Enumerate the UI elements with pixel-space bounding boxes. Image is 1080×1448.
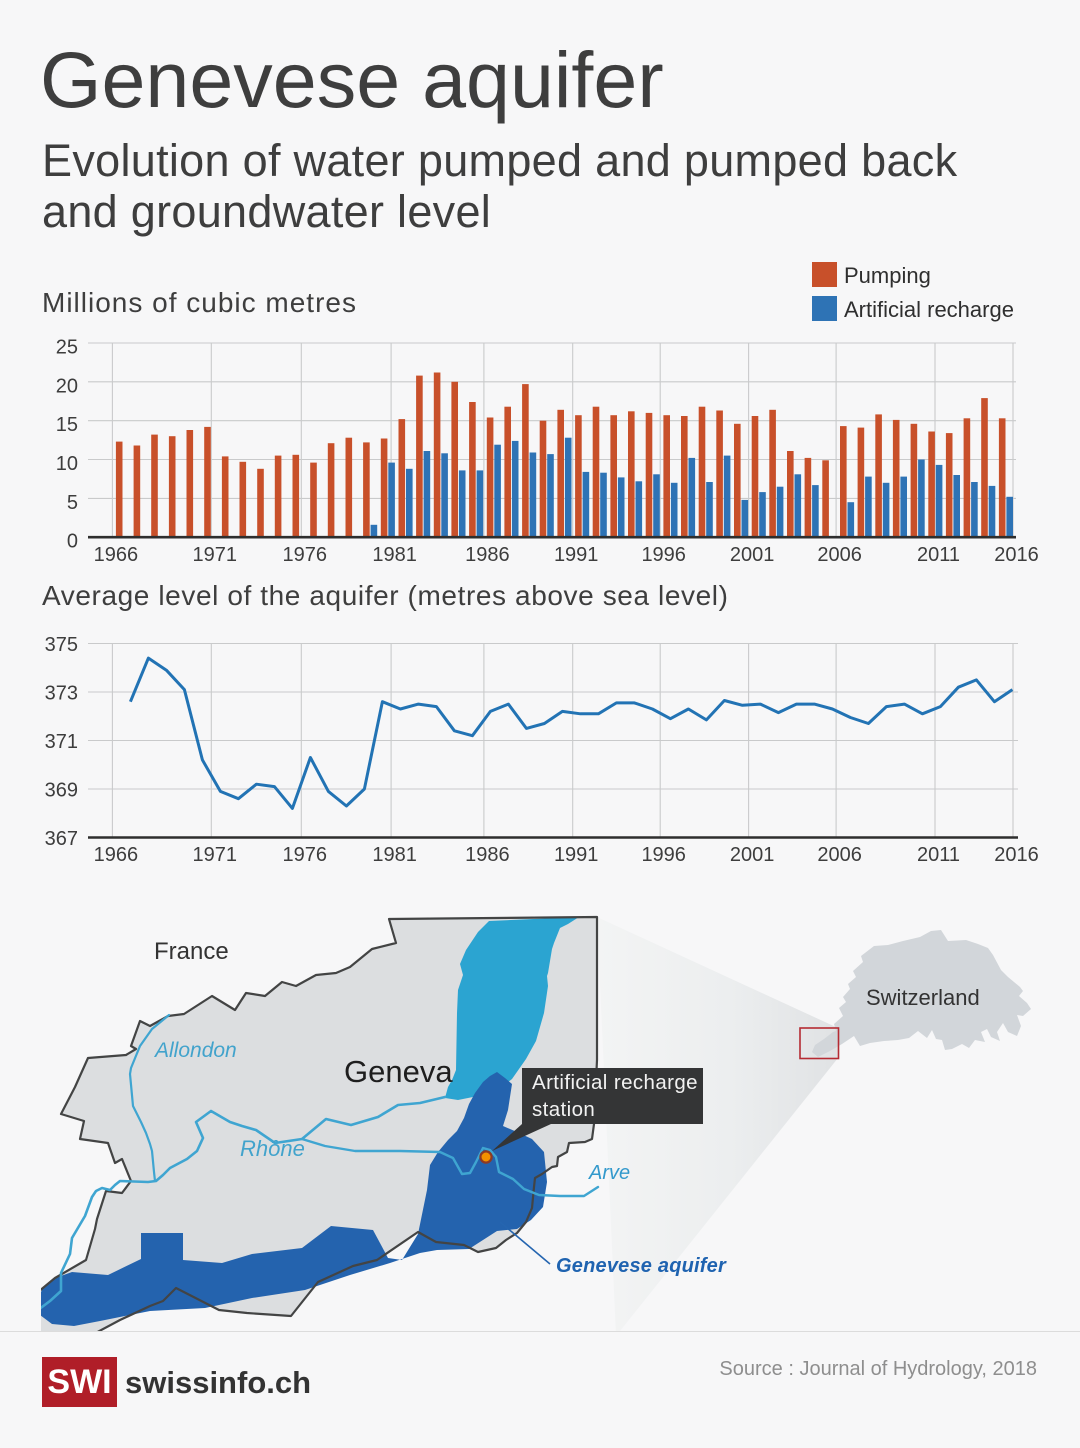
svg-text:2011: 2011 [917, 544, 960, 566]
svg-text:1976: 1976 [283, 544, 328, 566]
svg-text:373: 373 [45, 683, 78, 705]
svg-text:1976: 1976 [283, 844, 328, 866]
svg-text:367: 367 [45, 828, 78, 850]
svg-text:1986: 1986 [465, 844, 510, 866]
svg-text:1971: 1971 [193, 544, 238, 566]
svg-text:2001: 2001 [730, 844, 775, 866]
svg-text:375: 375 [45, 634, 78, 656]
svg-text:1971: 1971 [193, 844, 238, 866]
svg-text:1981: 1981 [372, 844, 417, 866]
svg-text:1996: 1996 [641, 844, 686, 866]
svg-text:1981: 1981 [372, 544, 417, 566]
svg-text:25: 25 [56, 337, 78, 359]
svg-text:10: 10 [56, 453, 78, 475]
svg-text:15: 15 [56, 414, 78, 436]
svg-text:369: 369 [45, 780, 78, 802]
svg-text:371: 371 [45, 731, 78, 753]
svg-text:20: 20 [56, 375, 78, 397]
svg-text:2006: 2006 [817, 544, 862, 566]
svg-text:2011: 2011 [917, 844, 960, 866]
svg-text:1986: 1986 [465, 544, 510, 566]
svg-text:2001: 2001 [730, 544, 775, 566]
svg-text:1991: 1991 [554, 544, 599, 566]
svg-text:1966: 1966 [94, 544, 139, 566]
svg-text:1991: 1991 [554, 844, 599, 866]
svg-text:0: 0 [67, 531, 78, 553]
svg-text:2016: 2016 [994, 544, 1039, 566]
svg-text:2006: 2006 [817, 844, 862, 866]
svg-text:5: 5 [67, 492, 78, 514]
svg-text:2016: 2016 [994, 844, 1039, 866]
svg-text:1966: 1966 [94, 844, 139, 866]
svg-text:1996: 1996 [641, 544, 686, 566]
